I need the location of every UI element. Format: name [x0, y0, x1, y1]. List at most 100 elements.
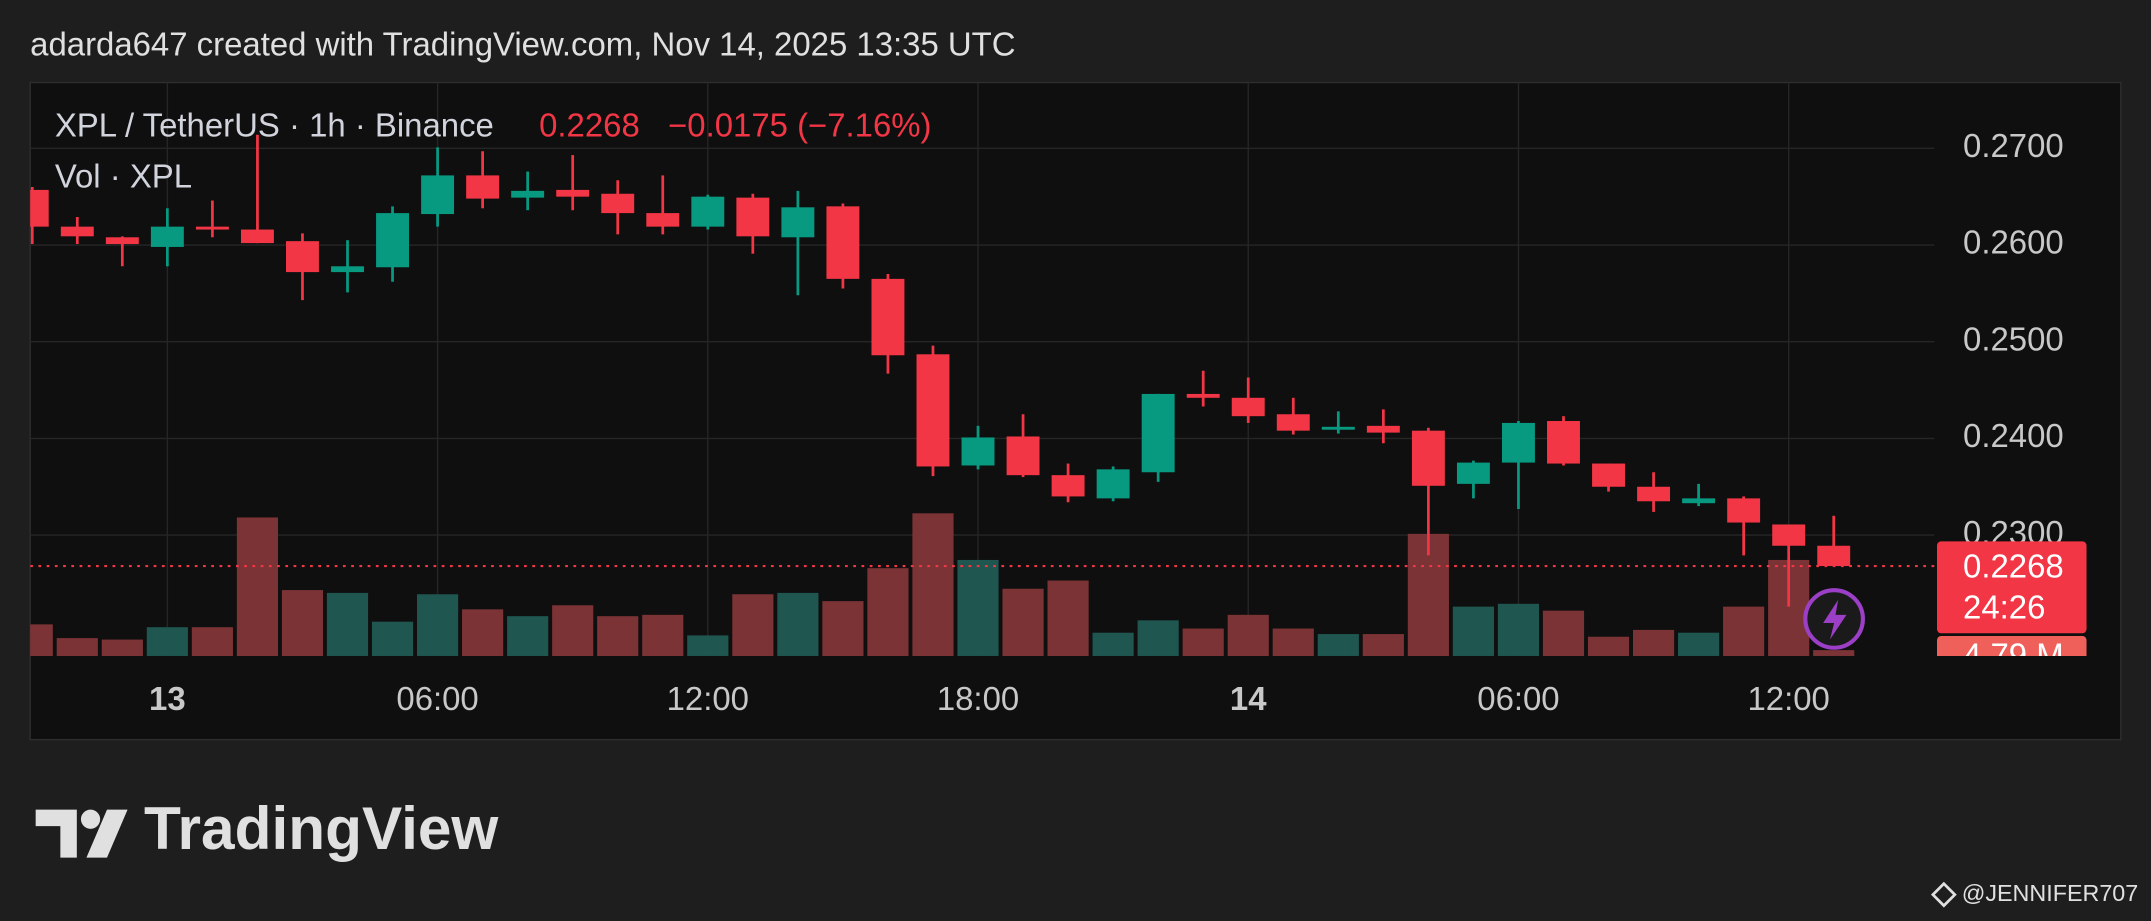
candle-body	[1096, 469, 1130, 499]
volume-bar	[732, 594, 774, 656]
candle-body	[916, 354, 950, 467]
volume-bar	[1362, 634, 1404, 656]
volume-bar	[687, 635, 729, 656]
x-tick-label: 13	[149, 680, 186, 717]
candle-body	[30, 189, 49, 227]
volume-label: 4.79 M	[1963, 637, 2064, 674]
x-tick-label: 18:00	[937, 680, 1019, 717]
candle-body	[1321, 426, 1355, 430]
volume-bar	[146, 627, 188, 656]
x-tick-label: 12:00	[667, 680, 749, 717]
candle-body	[1141, 393, 1175, 473]
volume-bar	[642, 614, 684, 656]
candle-body	[1231, 397, 1265, 417]
volume-bar	[1137, 620, 1179, 656]
alert-icon[interactable]	[1803, 588, 1865, 650]
candle-body	[1051, 475, 1085, 497]
candle-body	[105, 237, 139, 245]
brand-name: TradingView	[144, 794, 499, 862]
header-change: −0.0175 (−7.16%)	[668, 107, 931, 144]
volume-bar	[371, 621, 414, 656]
plot-area	[30, 134, 1935, 656]
last-price-box	[1936, 541, 2087, 634]
volume-bar	[1182, 628, 1224, 656]
candle-body	[1186, 393, 1220, 398]
volume-bar	[1002, 588, 1044, 656]
y-tick-label: 0.2500	[1963, 320, 2064, 357]
candle-body	[961, 437, 995, 466]
volume-bar	[417, 594, 459, 656]
candle-body	[1547, 421, 1580, 464]
volume-label-box	[1936, 636, 2087, 656]
volume-bar	[1272, 628, 1314, 656]
header-last-price: 0.2268	[539, 107, 640, 144]
volume-bar	[507, 616, 549, 656]
candle-body	[150, 226, 184, 247]
volume-bar	[236, 517, 279, 656]
candle-body	[781, 207, 815, 238]
alert-bolt[interactable]	[1823, 599, 1847, 640]
volume-bar	[957, 559, 999, 656]
volume-bar	[1317, 634, 1359, 656]
candle-body	[511, 190, 545, 198]
brand-logo: TradingView	[35, 794, 499, 862]
volume-bar	[1092, 632, 1134, 656]
y-tick-label: 0.2600	[1963, 224, 2064, 261]
candle-body	[286, 241, 319, 273]
volume-bar	[597, 616, 639, 656]
candle-body	[691, 196, 725, 227]
candle-body	[1006, 436, 1040, 476]
y-tick-label: 0.2700	[1963, 127, 2064, 164]
candle-body	[60, 226, 94, 237]
candle-body	[556, 189, 590, 197]
credit: adarda647 created with TradingView.com, …	[30, 26, 1015, 63]
y-tick-label: 0.2400	[1963, 417, 2064, 454]
volume-bar	[1678, 632, 1720, 656]
candle-body	[1366, 425, 1400, 433]
candle-body	[240, 229, 274, 244]
volume-bar	[1723, 606, 1765, 656]
candle-body	[646, 213, 680, 227]
candle-body	[1501, 422, 1535, 463]
price-axis-labels: 0.2268 24:26 4.79 M	[1936, 541, 2087, 674]
watermark: @JENNIFER707	[1962, 880, 2139, 906]
candle-body	[421, 175, 455, 215]
volume-bar	[56, 638, 98, 656]
volume-bar	[326, 592, 369, 656]
candle-body	[871, 278, 905, 356]
volume-bar	[552, 605, 594, 656]
x-tick-label: 12:00	[1747, 680, 1829, 717]
x-tick-label: 14	[1230, 680, 1267, 717]
volume-bar	[1452, 606, 1494, 656]
candle-body	[1727, 498, 1761, 523]
candle-body	[601, 193, 635, 214]
symbol-title: XPL / TetherUS · 1h · Binance	[55, 107, 494, 144]
candle-body	[1682, 498, 1716, 504]
candle-body	[826, 206, 860, 279]
logo-dot	[80, 809, 101, 829]
candle-body	[331, 266, 364, 273]
candle-body	[195, 226, 229, 230]
x-tick-label: 06:00	[1477, 680, 1559, 717]
volume-bar	[912, 513, 954, 656]
volume-bar	[191, 627, 233, 656]
candle-body	[1772, 524, 1806, 546]
volume-bar	[822, 601, 864, 656]
last-price-label: 0.2268	[1963, 548, 2064, 585]
volume-bar	[1227, 614, 1269, 656]
candle-body	[1411, 430, 1445, 486]
countdown: 24:26	[1963, 589, 2045, 626]
volume-bar	[867, 568, 909, 656]
logo-mark	[35, 809, 77, 858]
candle-body	[736, 197, 770, 237]
volume-legend: Vol · XPL	[55, 157, 192, 194]
volume-bar	[1813, 650, 1855, 656]
x-tick-label: 06:00	[396, 680, 478, 717]
candle-body	[376, 213, 410, 268]
volume-bar	[1497, 603, 1540, 656]
volume-bar	[281, 590, 324, 656]
candle-body	[466, 175, 500, 199]
